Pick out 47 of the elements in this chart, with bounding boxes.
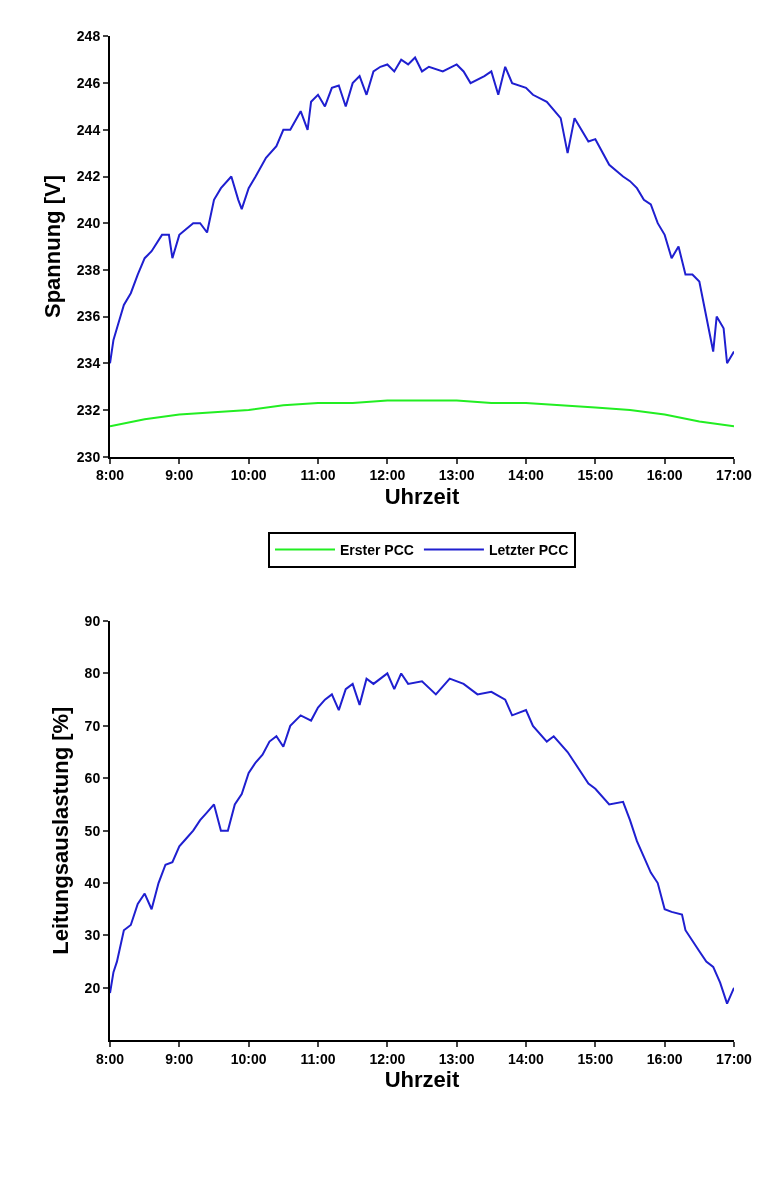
x-tick-label: 10:00 [230, 1051, 267, 1068]
y-tick-label: 230 [76, 448, 101, 465]
y-tick-label: 246 [76, 75, 101, 92]
x-tick-label: 8:00 [95, 467, 125, 484]
y-tick-label: 238 [76, 261, 101, 278]
y-tick-label: 40 [84, 874, 101, 891]
x-tick-label: 11:00 [300, 1051, 336, 1068]
y-axis-title: Leitungsauslastung [%] [47, 706, 73, 955]
line-series [110, 56, 734, 365]
y-tick-label: 90 [84, 612, 101, 629]
x-tick-label: 12:00 [369, 467, 406, 484]
x-tick-label: 9:00 [165, 1051, 194, 1068]
y-tick-label: 70 [84, 717, 101, 734]
legend-label: Erster PCC [340, 541, 414, 558]
y-tick-label: 30 [84, 927, 101, 944]
x-tick-label: 15:00 [577, 1051, 614, 1068]
y-tick-label: 232 [76, 401, 101, 418]
x-tick-label: 15:00 [577, 467, 614, 484]
x-axis-title: Uhrzeit [384, 483, 460, 509]
x-tick-label: 17:00 [716, 467, 753, 484]
x-tick-label: 14:00 [508, 467, 545, 484]
x-axis-title: Uhrzeit [384, 1067, 460, 1093]
x-tick-label: 10:00 [230, 467, 267, 484]
x-tick-label: 12:00 [369, 1051, 406, 1068]
x-tick-label: 14:00 [508, 1051, 545, 1068]
y-axis-title: Spannung [V] [40, 175, 66, 319]
y-tick-label: 240 [76, 215, 101, 232]
x-tick-label: 8:00 [95, 1051, 125, 1068]
line-series [110, 672, 734, 1005]
legend-label: Letzter PCC [488, 541, 569, 558]
y-tick-label: 242 [76, 168, 101, 185]
x-tick-label: 11:00 [300, 467, 336, 484]
x-tick-label: 17:00 [716, 1051, 753, 1068]
y-tick-label: 236 [76, 308, 101, 325]
x-tick-label: 9:00 [165, 467, 194, 484]
x-tick-label: 13:00 [438, 467, 475, 484]
x-tick-label: 13:00 [438, 1051, 475, 1068]
y-tick-label: 80 [84, 665, 101, 682]
y-tick-label: 248 [76, 28, 101, 45]
x-tick-label: 16:00 [646, 467, 683, 484]
y-tick-label: 60 [84, 770, 101, 787]
x-tick-label: 16:00 [646, 1051, 683, 1068]
y-tick-label: 244 [76, 121, 101, 138]
line-series [110, 399, 734, 428]
y-tick-label: 20 [84, 979, 101, 996]
y-tick-label: 234 [76, 355, 101, 372]
y-tick-label: 50 [84, 822, 101, 839]
